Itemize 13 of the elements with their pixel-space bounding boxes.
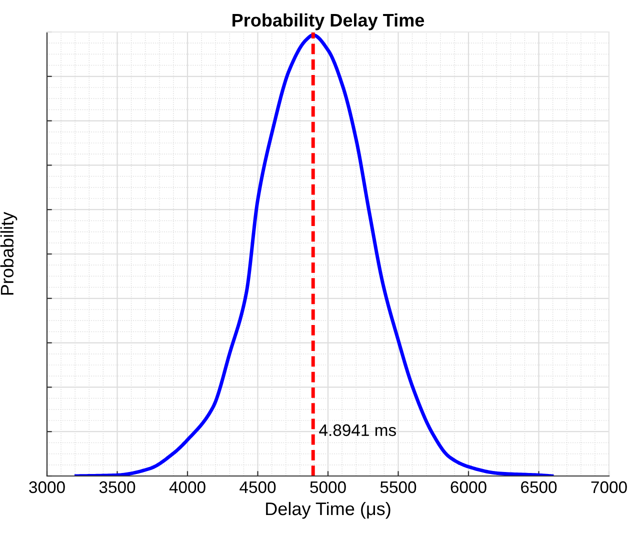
- x-tick-label: 4500: [240, 481, 276, 494]
- y-axis-title: Probability: [0, 212, 18, 295]
- x-tick-label: 6000: [450, 481, 486, 494]
- x-tick-label: 6500: [521, 481, 557, 494]
- x-tick-label: 4000: [169, 481, 206, 494]
- x-tick-label: 5000: [310, 481, 346, 494]
- x-axis-title: Delay Time (μs): [266, 502, 390, 519]
- ref-line-label: 4.8941 ms: [319, 424, 396, 436]
- x-tick-label: 3500: [99, 481, 136, 494]
- x-tick-label: 7000: [591, 481, 627, 494]
- x-tick-label: 3000: [29, 481, 65, 494]
- chart-title: Probability Delay Time: [232, 13, 424, 30]
- x-tick-label: 5500: [380, 481, 416, 494]
